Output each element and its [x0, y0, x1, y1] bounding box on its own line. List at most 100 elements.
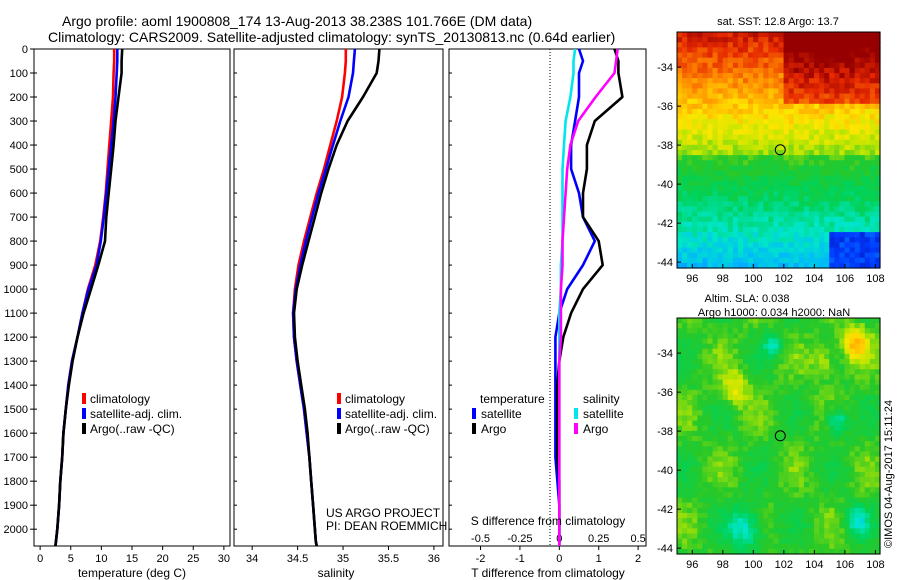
map-cell [874, 88, 881, 95]
map-cell [763, 405, 769, 411]
map-cell [773, 165, 780, 172]
map-cell [859, 52, 866, 59]
map-cell [687, 124, 693, 131]
map-cell [677, 165, 683, 172]
map-cell [687, 482, 693, 488]
map-cell [824, 405, 830, 411]
map-cell [737, 518, 744, 524]
map-cell [839, 221, 846, 228]
series-line-salinity-argo [557, 48, 619, 546]
map-cell [773, 237, 780, 243]
map-cell [763, 257, 769, 264]
map-cell [864, 114, 871, 120]
map-cell [732, 78, 739, 84]
map-cell [712, 333, 719, 340]
map-cell [768, 374, 775, 381]
map-cell [874, 348, 881, 355]
map-cell [803, 328, 810, 334]
map-cell [753, 353, 759, 360]
map-cell [748, 497, 754, 504]
map-cell [793, 405, 800, 411]
map-cell [869, 323, 876, 329]
map-cell [844, 129, 851, 136]
map-cell [859, 523, 866, 529]
map-cell [869, 353, 876, 360]
map-cell [773, 232, 780, 238]
map-cell [808, 83, 815, 90]
map-cell [798, 533, 805, 540]
map-cell [727, 237, 734, 243]
map-cell [829, 180, 835, 187]
map-cell [753, 538, 759, 545]
map-cell [793, 348, 800, 355]
map-cell [682, 456, 688, 463]
map-cell [677, 328, 683, 334]
map-cell [864, 487, 871, 494]
map-cell [727, 93, 734, 100]
map-cell [793, 185, 800, 192]
map-cell [692, 471, 698, 478]
map-cell [702, 471, 709, 478]
map-cell [788, 374, 795, 381]
map-cell [773, 379, 780, 386]
map-cell [758, 257, 764, 264]
map-cell [844, 430, 851, 437]
map-cell [824, 180, 830, 187]
map-cell [819, 232, 825, 238]
map-cell [834, 47, 840, 54]
map-cell [707, 144, 714, 151]
map-cell [692, 333, 698, 340]
map-cell [829, 144, 835, 151]
map-cell [849, 477, 856, 483]
map-cell [844, 523, 851, 529]
map-cell [737, 374, 744, 381]
map-cell [742, 67, 749, 74]
map-cell [682, 226, 688, 233]
map-cell [869, 436, 876, 442]
map-cell [859, 348, 866, 355]
map-cell [707, 88, 714, 95]
map-cell [742, 436, 749, 442]
map-cell [727, 160, 734, 166]
map-cell [753, 389, 759, 396]
map-cell [692, 216, 698, 223]
map-cell [808, 497, 815, 504]
map-cell [788, 430, 795, 437]
sst-heatmap [677, 32, 881, 269]
map-cell [748, 185, 754, 192]
map-cell [864, 328, 871, 334]
map-cell [808, 415, 815, 422]
map-cell [748, 374, 754, 381]
map-cell [742, 492, 749, 499]
map-cell [702, 405, 709, 411]
map-cell [788, 364, 795, 370]
series-line-climatology [54, 49, 116, 547]
map-cell [814, 103, 820, 110]
t-difference-x-axis: -2 -1 0 1 2 [449, 48, 641, 565]
map-cell [692, 374, 698, 381]
map-cell [717, 528, 724, 535]
map-cell [824, 492, 830, 499]
map-cell [773, 461, 780, 468]
map-cell [773, 62, 780, 69]
map-cell [758, 471, 764, 478]
map-cell [732, 211, 739, 218]
map-cell [874, 533, 881, 540]
map-cell [687, 538, 693, 545]
map-cell [859, 533, 866, 540]
map-cell [737, 466, 744, 473]
map-cell [864, 318, 871, 324]
legend-swatch-s-argo [574, 423, 578, 434]
map-cell [788, 482, 795, 488]
map-cell [732, 328, 739, 334]
map-cell [773, 353, 780, 360]
map-cell [819, 425, 825, 432]
map-cell [854, 353, 861, 360]
map-cell [803, 242, 810, 249]
map-cell [793, 364, 800, 370]
map-cell [768, 497, 775, 504]
map-cell [783, 139, 790, 146]
map-cell [808, 410, 815, 417]
map-cell [788, 379, 795, 386]
map-cell [707, 78, 714, 84]
